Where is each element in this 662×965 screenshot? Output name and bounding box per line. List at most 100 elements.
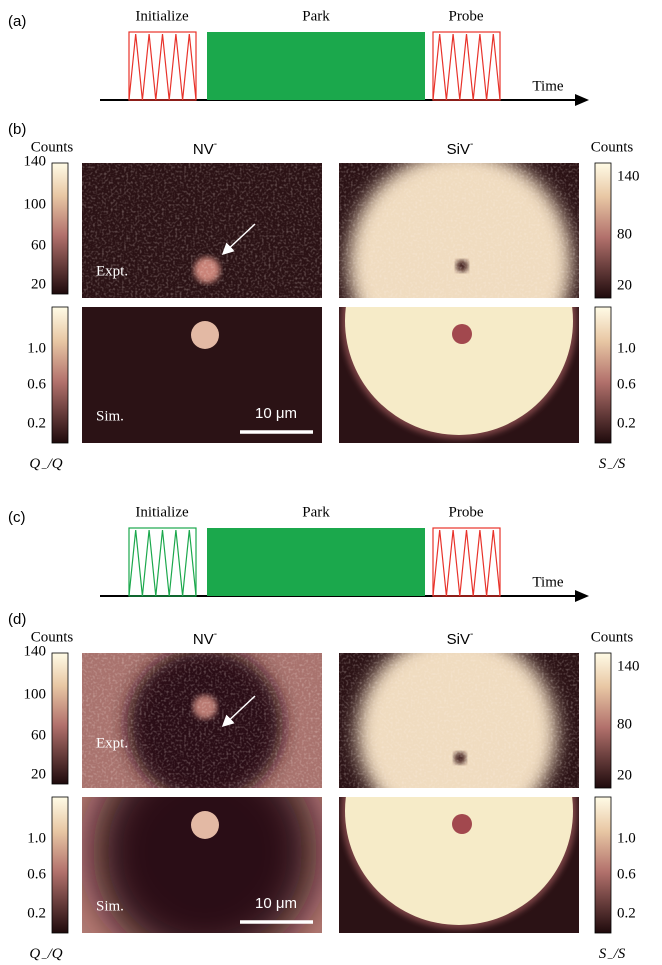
arrow — [221, 695, 256, 728]
axis-arrow — [575, 94, 589, 106]
initialize-label: Initialize — [135, 8, 189, 24]
feature — [452, 814, 472, 834]
panel-label: (b) — [8, 121, 26, 138]
s-ratio-label-den: /S — [613, 456, 626, 472]
colorbar — [51, 652, 69, 785]
noise — [339, 653, 579, 788]
s-ratio-label-num: S — [599, 456, 607, 472]
colorbar — [594, 306, 612, 444]
feature — [191, 811, 219, 839]
siv-heading-base: SiV — [447, 141, 470, 158]
colorbar-tick-label: 0.2 — [617, 415, 636, 431]
s-ratio-label: S−/S — [599, 946, 626, 964]
counts-right: Counts — [591, 139, 634, 155]
colorbar-tick-label: 1.0 — [617, 340, 636, 356]
map-image — [339, 307, 579, 443]
map-image — [82, 653, 322, 788]
timing-panel: (c) Initialize Park Probe Time — [8, 504, 589, 602]
s-ratio-label-sub: − — [606, 463, 613, 475]
colorbar-tick-label: 80 — [617, 226, 632, 242]
q-ratio-label: Q−/Q — [29, 946, 62, 964]
map-image — [82, 163, 322, 298]
colorbar — [594, 796, 612, 934]
noise — [82, 163, 322, 298]
colorbar — [51, 162, 69, 295]
nv-heading: NV- — [193, 139, 217, 158]
feature — [345, 307, 573, 435]
axis-arrow — [575, 590, 589, 602]
counts-left: Counts — [31, 139, 74, 155]
colorbar-tick-label: 20 — [31, 766, 46, 782]
s-ratio-label: S−/S — [599, 456, 626, 474]
q-ratio-label-sub: − — [40, 953, 47, 965]
colorbar-tick-label: 140 — [24, 153, 47, 169]
panel-label: (a) — [8, 13, 26, 30]
colorbar-tick-label: 20 — [31, 276, 46, 292]
colorbar — [594, 652, 612, 789]
colorbar-tick-label: 140 — [617, 168, 640, 184]
time-label: Time — [532, 78, 563, 94]
park-label: Park — [302, 504, 330, 520]
nv-heading-sup: - — [214, 139, 217, 150]
initialize-box — [128, 527, 197, 597]
colorbar-tick-label: 80 — [617, 716, 632, 732]
colorbar-tick-label: 1.0 — [617, 830, 636, 846]
expt-label: Expt. — [96, 735, 128, 751]
colorbar-tick-label: 140 — [617, 658, 640, 674]
expt-label: Expt. — [96, 263, 128, 279]
colorbar-tick-label: 20 — [617, 767, 632, 783]
initialize-pulses — [128, 529, 197, 597]
siv-heading: SiV- — [447, 629, 474, 648]
colorbar-tick-label: 1.0 — [27, 830, 46, 846]
siv-heading-sup: - — [470, 139, 473, 150]
colorbar-tick-label: 20 — [617, 277, 632, 293]
colorbar — [51, 306, 69, 444]
probe-box — [432, 527, 501, 597]
panel-label: (c) — [8, 509, 26, 526]
q-ratio-label-num: Q — [29, 946, 40, 962]
counts-left: Counts — [31, 629, 74, 645]
q-ratio-label-den: /Q — [47, 946, 63, 962]
initialize-pulses — [128, 33, 197, 101]
colorbar-tick-label: 0.2 — [617, 905, 636, 921]
panel-label: (d) — [8, 611, 26, 628]
initialize-label: Initialize — [135, 504, 189, 520]
scale-bar-label: 10 μm — [255, 895, 297, 912]
timing-panel: (a) Initialize Park Probe Time — [8, 8, 589, 106]
probe-pulses — [432, 33, 501, 101]
colorbar-tick-label: 60 — [31, 237, 46, 253]
siv-heading: SiV- — [447, 139, 474, 158]
colorbar-tick-label: 0.6 — [27, 376, 46, 392]
feature — [93, 797, 317, 933]
siv-heading-sup: - — [470, 629, 473, 640]
nv-heading: NV- — [193, 629, 217, 648]
feature — [452, 324, 472, 344]
colorbar-tick-label: 140 — [24, 643, 47, 659]
arrow — [221, 223, 256, 256]
feature — [345, 797, 573, 925]
sim-label: Sim. — [96, 408, 124, 424]
map-image — [339, 163, 579, 298]
probe-box — [432, 31, 501, 101]
map-image — [82, 307, 322, 443]
nv-heading-base: NV — [193, 141, 214, 158]
probe-pulses — [432, 529, 501, 597]
q-ratio-label: Q−/Q — [29, 456, 62, 474]
s-ratio-label-den: /S — [613, 946, 626, 962]
colorbar-tick-label: 0.6 — [617, 866, 636, 882]
probe-label: Probe — [449, 8, 484, 24]
map-image — [339, 653, 579, 788]
colorbar — [51, 796, 69, 934]
colorbar-tick-label: 100 — [24, 196, 47, 212]
time-label: Time — [532, 574, 563, 590]
q-ratio-label-sub: − — [40, 463, 47, 475]
map-image — [82, 797, 322, 933]
counts-right: Counts — [591, 629, 634, 645]
park-pulse — [207, 528, 425, 596]
park-pulse — [207, 32, 425, 100]
s-ratio-label-sub: − — [606, 953, 613, 965]
